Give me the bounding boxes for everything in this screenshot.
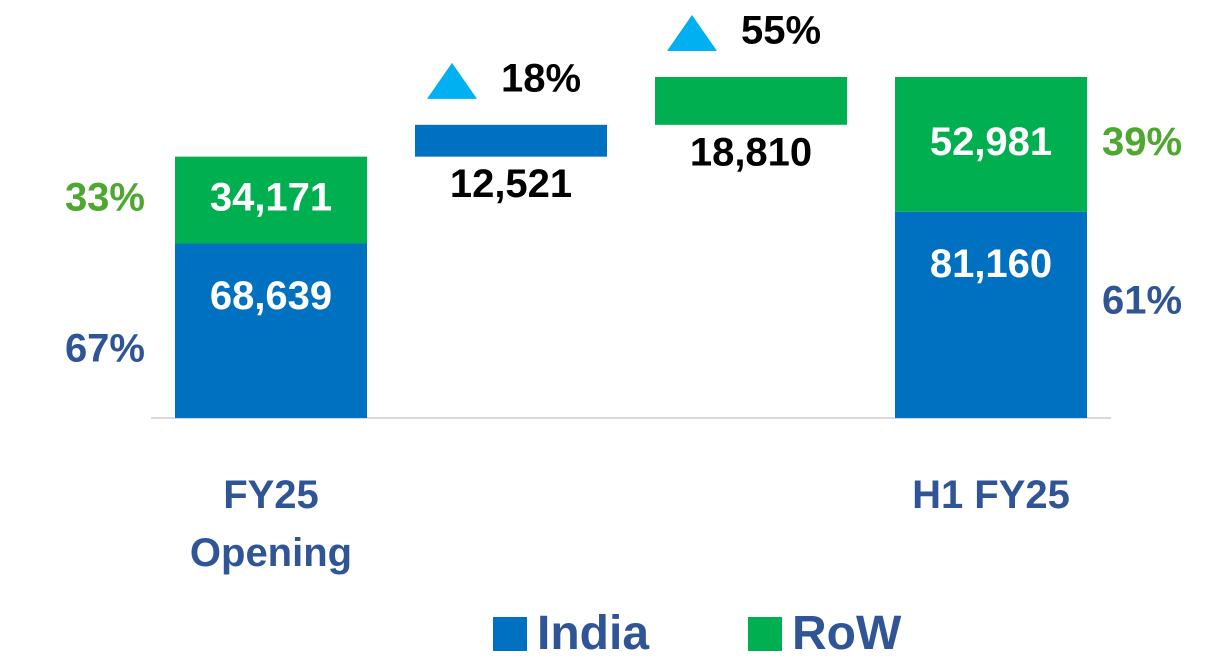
legend-label: RoW xyxy=(792,607,902,660)
legend-item: RoW xyxy=(748,604,901,664)
growth-marker xyxy=(427,62,477,99)
growth-marker xyxy=(667,15,717,51)
category-label: FY25 Opening xyxy=(189,473,353,575)
legend-swatch xyxy=(748,617,782,651)
bar-segment xyxy=(895,77,1087,212)
legend-item: India xyxy=(493,604,649,664)
growth-label: 18% xyxy=(501,56,581,100)
value-label: 12,521 xyxy=(450,162,572,206)
bar-segment xyxy=(175,243,367,418)
share-label: 61% xyxy=(1102,278,1182,322)
share-label: 39% xyxy=(1102,120,1182,164)
share-label: 33% xyxy=(65,176,145,220)
value-label: 18,810 xyxy=(690,130,812,174)
value-label: 81,160 xyxy=(930,242,1052,286)
value-label: 68,639 xyxy=(210,274,332,318)
category-label: H1 FY25 xyxy=(912,473,1070,517)
growth-label: 55% xyxy=(741,9,821,53)
bar-segment xyxy=(895,211,1087,418)
legend-swatch xyxy=(493,617,527,651)
bar-segment xyxy=(175,156,367,244)
value-label: 34,171 xyxy=(210,176,332,220)
share-label: 67% xyxy=(65,326,145,370)
bar-increment xyxy=(655,77,847,125)
bar-increment xyxy=(415,124,607,157)
legend-label: India xyxy=(537,607,650,660)
value-label: 52,981 xyxy=(930,120,1052,164)
